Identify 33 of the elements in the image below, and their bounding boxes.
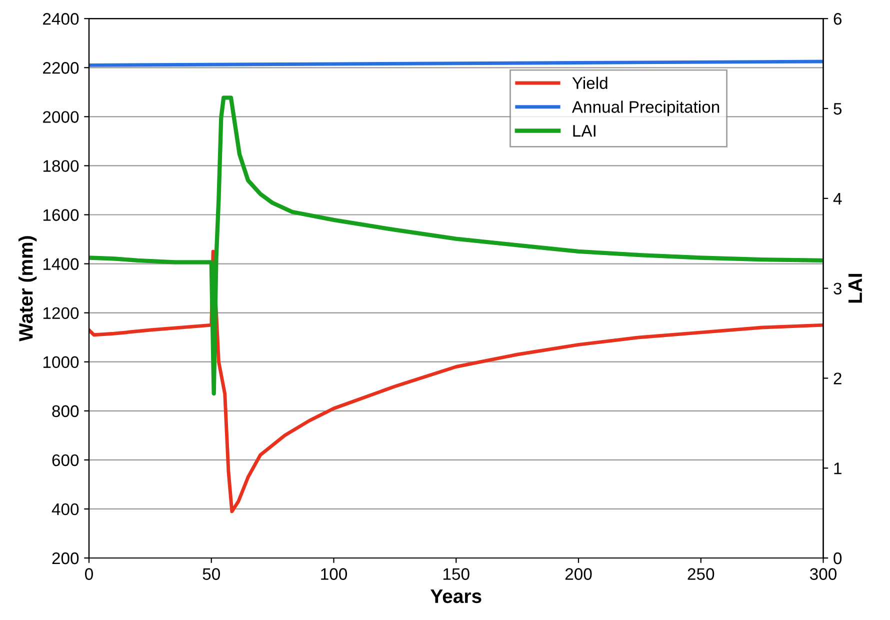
y2-tick-label: 6 bbox=[834, 13, 842, 25]
x-axis-title: Years bbox=[430, 590, 482, 604]
y2-tick-label: 2 bbox=[834, 372, 842, 384]
x-tick-label: 50 bbox=[202, 568, 220, 580]
y2-tick-label: 4 bbox=[833, 192, 842, 204]
y-tick-label: 200 bbox=[52, 552, 79, 564]
line-series bbox=[89, 96, 824, 396]
y-tick-label: 1000 bbox=[43, 356, 79, 368]
y-tick-label: 1600 bbox=[43, 209, 79, 221]
y-tick-label: 2000 bbox=[43, 111, 79, 123]
y2-tick-label: 5 bbox=[834, 103, 842, 115]
legend-label: LAI bbox=[573, 125, 596, 137]
x-tick-label: 300 bbox=[810, 568, 837, 580]
y-tick-label: 1200 bbox=[43, 307, 79, 320]
y-tick-label: 2400 bbox=[43, 13, 79, 25]
x-tick-label: 200 bbox=[565, 568, 592, 580]
x-tick-label: 0 bbox=[85, 568, 93, 580]
y-tick-label: 1800 bbox=[43, 160, 79, 172]
y2-axis-title: LAI bbox=[848, 274, 862, 303]
legend-label: Annual Precipitation bbox=[572, 100, 720, 116]
x-tick-label: 100 bbox=[321, 568, 348, 580]
y-tick-label: 1400 bbox=[43, 258, 79, 270]
x-tick-label: 150 bbox=[443, 568, 470, 580]
y2-tick-label: 3 bbox=[834, 282, 842, 295]
y-tick-label: 800 bbox=[52, 405, 79, 418]
y-tick-label: 2200 bbox=[43, 62, 79, 74]
y2-tick-label: 1 bbox=[834, 462, 842, 474]
y-tick-label: 400 bbox=[52, 503, 79, 516]
legend-label: Yield bbox=[572, 76, 608, 89]
x-tick-label: 250 bbox=[688, 568, 714, 580]
y2-tick-label: 0 bbox=[834, 552, 842, 564]
y-axis-title: Water (mm) bbox=[18, 236, 37, 342]
y-tick-label: 600 bbox=[52, 454, 79, 466]
